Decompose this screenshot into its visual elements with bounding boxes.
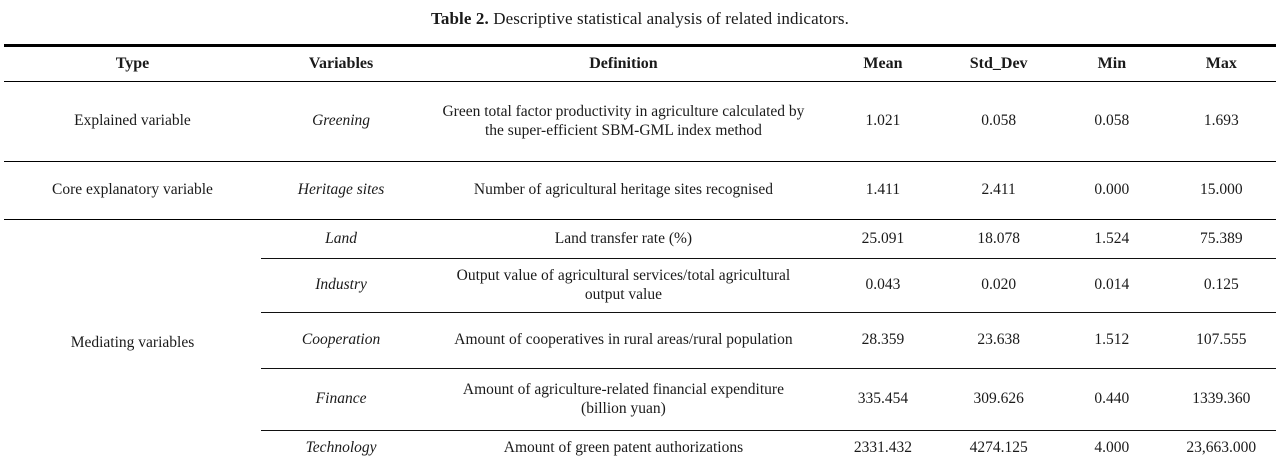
min-cell: 0.000	[1057, 161, 1167, 220]
mean-cell: 1.021	[825, 81, 941, 162]
type-cell: Explained variable	[4, 81, 261, 162]
std-dev-cell: 18.078	[940, 219, 1058, 259]
variable-cell: Heritage sites	[260, 161, 422, 220]
max-cell: 1.693	[1166, 81, 1276, 162]
min-cell: 0.440	[1057, 368, 1167, 431]
column-header-max: Max	[1166, 45, 1276, 82]
type-cell: Core explanatory variable	[4, 161, 261, 220]
std-dev-cell: 309.626	[940, 368, 1058, 431]
mean-cell: 28.359	[825, 312, 941, 369]
table-caption: Table 2. Descriptive statistical analysi…	[4, 0, 1276, 44]
max-cell: 75.389	[1166, 219, 1276, 259]
column-header-type: Type	[4, 45, 261, 82]
variable-cell: Industry	[260, 258, 422, 313]
min-cell: 0.058	[1057, 81, 1167, 162]
std-dev-cell: 23.638	[940, 312, 1058, 369]
definition-cell: Output value of agricultural services/to…	[421, 258, 826, 313]
definition-cell: Number of agricultural heritage sites re…	[421, 161, 826, 220]
max-cell: 15.000	[1166, 161, 1276, 220]
table-row-heritage-sites: Core explanatory variable Heritage sites…	[4, 161, 1276, 220]
table-row-land: Mediating variables Land Land transfer r…	[4, 219, 1276, 465]
table-caption-label: Table 2.	[431, 9, 489, 28]
column-header-mean: Mean	[825, 45, 941, 82]
table-row-finance: Finance Amount of agriculture-related fi…	[4, 368, 1276, 431]
column-header-std-dev: Std_Dev	[940, 45, 1058, 82]
max-cell: 23,663.000	[1186, 439, 1257, 457]
definition-cell: Amount of agriculture-related financial …	[421, 368, 826, 431]
table-row-technology: Technology Amount of green patent author…	[4, 431, 1276, 465]
variable-cell: Greening	[260, 81, 422, 162]
variable-cell: Cooperation	[260, 312, 422, 369]
mean-cell: 335.454	[825, 368, 941, 431]
type-cell-mediating: Mediating variables	[4, 219, 261, 465]
min-cell: 1.524	[1057, 219, 1167, 259]
descriptive-statistics-table: Type Variables Definition Mean Std_Dev M…	[4, 44, 1276, 465]
column-header-min: Min	[1057, 45, 1167, 82]
std-dev-cell: 2.411	[940, 161, 1058, 220]
header-row: Type Variables Definition Mean Std_Dev M…	[4, 45, 1276, 82]
table-row-greening: Explained variable Greening Green total …	[4, 81, 1276, 162]
column-header-variables: Variables	[260, 45, 422, 82]
max-cell: 107.555	[1166, 312, 1276, 369]
variable-cell: Finance	[260, 368, 422, 431]
variable-cell: Land	[260, 219, 422, 259]
std-dev-cell: 0.020	[940, 258, 1058, 313]
definition-cell: Green total factor productivity in agric…	[421, 81, 826, 162]
definition-cell: Amount of cooperatives in rural areas/ru…	[421, 312, 826, 369]
table-row-industry: Industry Output value of agricultural se…	[4, 258, 1276, 313]
mean-cell: 0.043	[825, 258, 941, 313]
mean-cell: 2331.432	[853, 439, 912, 457]
max-cell: 1339.360	[1166, 368, 1276, 431]
min-cell: 4.000	[1094, 439, 1130, 457]
definition-cell: Amount of green patent authorizations	[503, 439, 744, 457]
std-dev-cell: 0.058	[940, 81, 1058, 162]
table-row-cooperation: Cooperation Amount of cooperatives in ru…	[4, 312, 1276, 369]
table-caption-text: Descriptive statistical analysis of rela…	[493, 9, 849, 28]
mean-cell: 1.411	[825, 161, 941, 220]
variable-cell: Technology	[305, 439, 377, 457]
min-cell: 1.512	[1057, 312, 1167, 369]
max-cell: 0.125	[1166, 258, 1276, 313]
definition-cell: Land transfer rate (%)	[421, 219, 826, 259]
mean-cell: 25.091	[825, 219, 941, 259]
min-cell: 0.014	[1057, 258, 1167, 313]
column-header-definition: Definition	[421, 45, 826, 82]
std-dev-cell: 4274.125	[969, 439, 1028, 457]
